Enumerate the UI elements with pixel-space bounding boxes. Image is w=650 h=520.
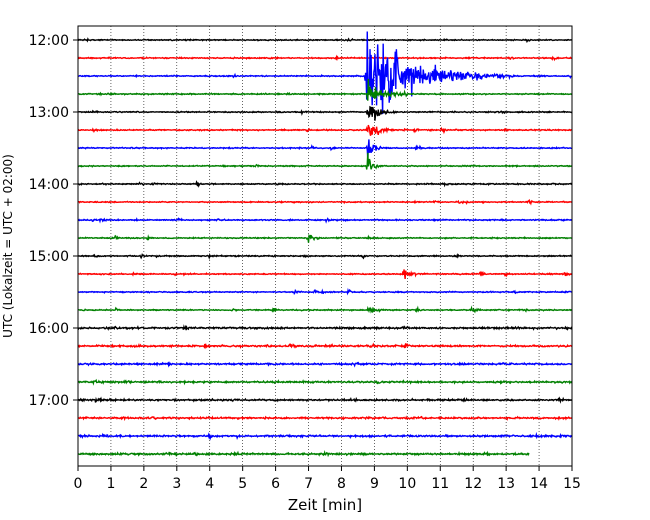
plot-frame bbox=[77, 25, 573, 467]
trace-4 bbox=[77, 105, 573, 121]
trace-19 bbox=[77, 378, 573, 386]
y-tick-label-3: 15:00 bbox=[29, 249, 69, 265]
trace-14 bbox=[77, 287, 573, 296]
vertical-gridlines bbox=[110, 26, 540, 466]
trace-7 bbox=[77, 152, 573, 170]
trace-15 bbox=[77, 305, 573, 314]
y-tick-label-2: 14:00 bbox=[29, 177, 69, 193]
x-tick-label-0: 0 bbox=[74, 476, 83, 492]
y-tick-label-4: 16:00 bbox=[29, 321, 69, 337]
trace-10 bbox=[77, 217, 573, 224]
y-axis-label: UTC (Lokalzeit = UTC + 02:00) bbox=[1, 154, 15, 338]
trace-6 bbox=[77, 139, 573, 160]
trace-21 bbox=[77, 415, 573, 422]
x-tick-label-10: 10 bbox=[398, 476, 416, 492]
trace-3 bbox=[77, 78, 573, 101]
x-tick-label-11: 11 bbox=[431, 476, 449, 492]
x-tick-label-7: 7 bbox=[304, 476, 313, 492]
x-tick-label-9: 9 bbox=[370, 476, 379, 492]
x-tick-label-6: 6 bbox=[271, 476, 280, 492]
x-tick-label-15: 15 bbox=[563, 476, 581, 492]
trace-8 bbox=[77, 180, 573, 188]
trace-9 bbox=[77, 198, 573, 206]
axis-ticks: 0 1 2 3 4 5 6 7 8 9 10 11 12 13 14 1512:0013:0014:0015:… bbox=[29, 33, 581, 492]
y-tick-label-5: 17:00 bbox=[29, 393, 69, 409]
x-tick-label-5: 5 bbox=[238, 476, 247, 492]
y-tick-label-0: 12:00 bbox=[29, 33, 69, 49]
x-tick-label-4: 4 bbox=[205, 476, 214, 492]
trace-2 bbox=[77, 31, 573, 115]
x-tick-label-14: 14 bbox=[530, 476, 548, 492]
trace-17 bbox=[77, 342, 573, 350]
trace-13 bbox=[77, 269, 573, 279]
trace-18 bbox=[77, 360, 573, 368]
trace-16 bbox=[77, 324, 573, 331]
trace-12 bbox=[77, 252, 573, 261]
trace-5 bbox=[77, 124, 573, 136]
x-tick-label-2: 2 bbox=[139, 476, 148, 492]
x-tick-label-13: 13 bbox=[497, 476, 515, 492]
x-axis-label: Zeit [min] bbox=[288, 496, 362, 514]
trace-1 bbox=[77, 54, 573, 62]
trace-22 bbox=[77, 431, 573, 441]
x-tick-label-12: 12 bbox=[464, 476, 482, 492]
y-tick-label-1: 13:00 bbox=[29, 105, 69, 121]
x-tick-label-1: 1 bbox=[106, 476, 115, 492]
trace-11 bbox=[77, 233, 573, 243]
trace-0 bbox=[77, 37, 573, 44]
x-tick-label-3: 3 bbox=[172, 476, 181, 492]
x-tick-label-8: 8 bbox=[337, 476, 346, 492]
trace-20 bbox=[77, 396, 573, 404]
trace-23 bbox=[77, 449, 530, 458]
seismogram-traces bbox=[77, 31, 573, 458]
